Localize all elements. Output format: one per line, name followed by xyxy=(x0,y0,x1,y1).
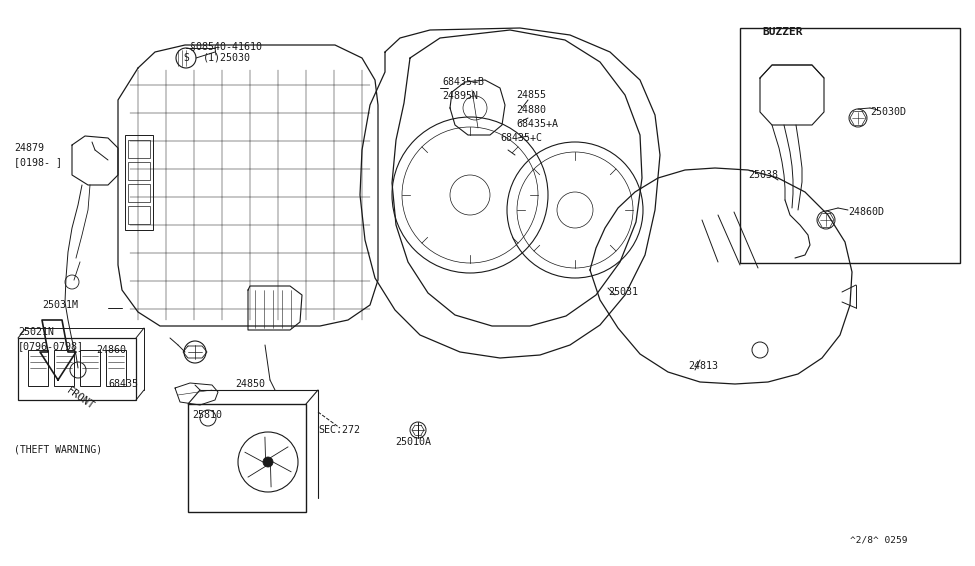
Text: 24813: 24813 xyxy=(688,361,718,371)
Text: 25038: 25038 xyxy=(748,170,778,180)
Text: 25010A: 25010A xyxy=(395,437,431,447)
Bar xyxy=(188,404,306,512)
Bar xyxy=(54,350,74,386)
Text: §08540-41610: §08540-41610 xyxy=(190,41,262,51)
Text: ^2/8^ 0259: ^2/8^ 0259 xyxy=(850,535,908,544)
Bar xyxy=(106,350,126,386)
Text: S: S xyxy=(183,53,189,63)
Text: 24850: 24850 xyxy=(235,379,265,389)
Text: BUZZER: BUZZER xyxy=(762,27,802,37)
Text: 68435: 68435 xyxy=(108,379,138,389)
Bar xyxy=(125,135,153,230)
Text: 24879: 24879 xyxy=(14,143,44,153)
Text: 25031M: 25031M xyxy=(42,300,78,310)
Text: 25021N: 25021N xyxy=(18,327,54,337)
Text: 25810: 25810 xyxy=(192,410,222,420)
Circle shape xyxy=(263,457,273,467)
Text: [0198- ]: [0198- ] xyxy=(14,157,62,167)
Text: (THEFT WARNING): (THEFT WARNING) xyxy=(14,445,102,455)
Bar xyxy=(740,28,960,263)
Text: 25031: 25031 xyxy=(608,287,638,297)
Bar xyxy=(128,162,150,180)
Bar xyxy=(128,206,150,224)
Text: 24895N: 24895N xyxy=(442,91,478,101)
Text: 24880: 24880 xyxy=(516,105,546,115)
Bar xyxy=(80,350,100,386)
Bar xyxy=(128,140,150,158)
Text: 24860D: 24860D xyxy=(848,207,884,217)
Text: 68435+B: 68435+B xyxy=(442,77,484,87)
Text: 24860: 24860 xyxy=(96,345,126,355)
Text: FRONT: FRONT xyxy=(65,386,97,412)
Bar xyxy=(28,350,48,386)
Text: 25030D: 25030D xyxy=(870,107,906,117)
Text: 68435+C: 68435+C xyxy=(500,133,542,143)
Text: [0796-0798]: [0796-0798] xyxy=(18,341,84,351)
Text: (1)25030: (1)25030 xyxy=(203,53,251,63)
Text: SEC.272: SEC.272 xyxy=(318,425,360,435)
Text: 24855: 24855 xyxy=(516,90,546,100)
Text: 68435+A: 68435+A xyxy=(516,119,558,129)
Bar xyxy=(18,338,136,400)
Bar xyxy=(128,184,150,202)
